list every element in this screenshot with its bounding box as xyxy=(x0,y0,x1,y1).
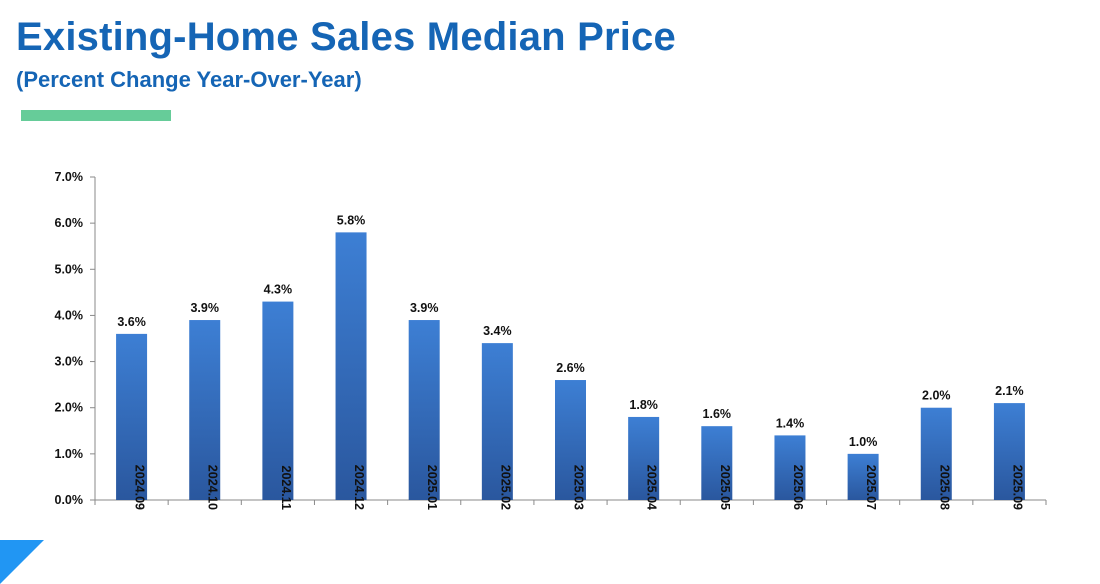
bar xyxy=(555,380,586,500)
bar xyxy=(262,301,294,500)
bar xyxy=(774,435,806,500)
data-label: 1.8% xyxy=(629,398,658,412)
x-category-label: 2024.12 xyxy=(352,465,366,510)
bar xyxy=(335,232,367,500)
x-category-label: 2025.05 xyxy=(718,465,732,510)
data-label: 2.0% xyxy=(922,389,951,403)
data-label: 3.6% xyxy=(117,315,146,329)
y-tick-label: 5.0% xyxy=(55,262,84,276)
x-category-label: 2025.08 xyxy=(937,465,951,510)
accent-bar xyxy=(21,110,171,121)
data-label: 2.6% xyxy=(556,361,585,375)
x-category-label: 2024.10 xyxy=(206,465,220,510)
data-label: 1.0% xyxy=(849,435,878,449)
y-tick-label: 6.0% xyxy=(55,216,84,230)
data-label: 2.1% xyxy=(995,384,1024,398)
bar xyxy=(993,403,1025,500)
data-label: 1.4% xyxy=(776,416,805,430)
bar xyxy=(408,320,440,500)
y-tick-label: 4.0% xyxy=(55,308,84,322)
x-category-label: 2024.11 xyxy=(279,466,293,511)
data-label: 1.6% xyxy=(703,407,732,421)
y-tick-label: 2.0% xyxy=(55,401,84,415)
x-category-label: 2025.03 xyxy=(572,465,586,510)
y-tick-label: 7.0% xyxy=(55,170,84,184)
bar xyxy=(847,453,879,500)
bar xyxy=(481,343,513,500)
chart-subtitle: (Percent Change Year-Over-Year) xyxy=(16,67,362,92)
corner-decoration xyxy=(0,540,88,584)
bar xyxy=(116,333,148,500)
x-category-label: 2024.09 xyxy=(133,465,147,510)
y-tick-label: 1.0% xyxy=(55,447,84,461)
x-category-label: 2025.04 xyxy=(645,465,659,510)
bar xyxy=(920,407,952,500)
x-category-label: 2025.09 xyxy=(1010,465,1024,510)
x-category-label: 2025.02 xyxy=(498,465,512,510)
x-category-label: 2025.07 xyxy=(864,465,878,510)
bar xyxy=(189,320,221,500)
chart-title: Existing-Home Sales Median Price xyxy=(16,15,676,59)
data-label: 5.8% xyxy=(337,213,366,227)
data-label: 3.4% xyxy=(483,324,512,338)
data-label: 4.3% xyxy=(264,283,293,297)
x-category-label: 2025.06 xyxy=(791,465,805,510)
data-label: 3.9% xyxy=(410,301,439,315)
y-tick-label: 0.0% xyxy=(55,493,84,507)
y-tick-label: 3.0% xyxy=(55,355,84,369)
x-category-label: 2025.01 xyxy=(425,465,439,510)
bar xyxy=(701,426,733,500)
data-label: 3.9% xyxy=(190,301,219,315)
bar xyxy=(628,416,660,500)
